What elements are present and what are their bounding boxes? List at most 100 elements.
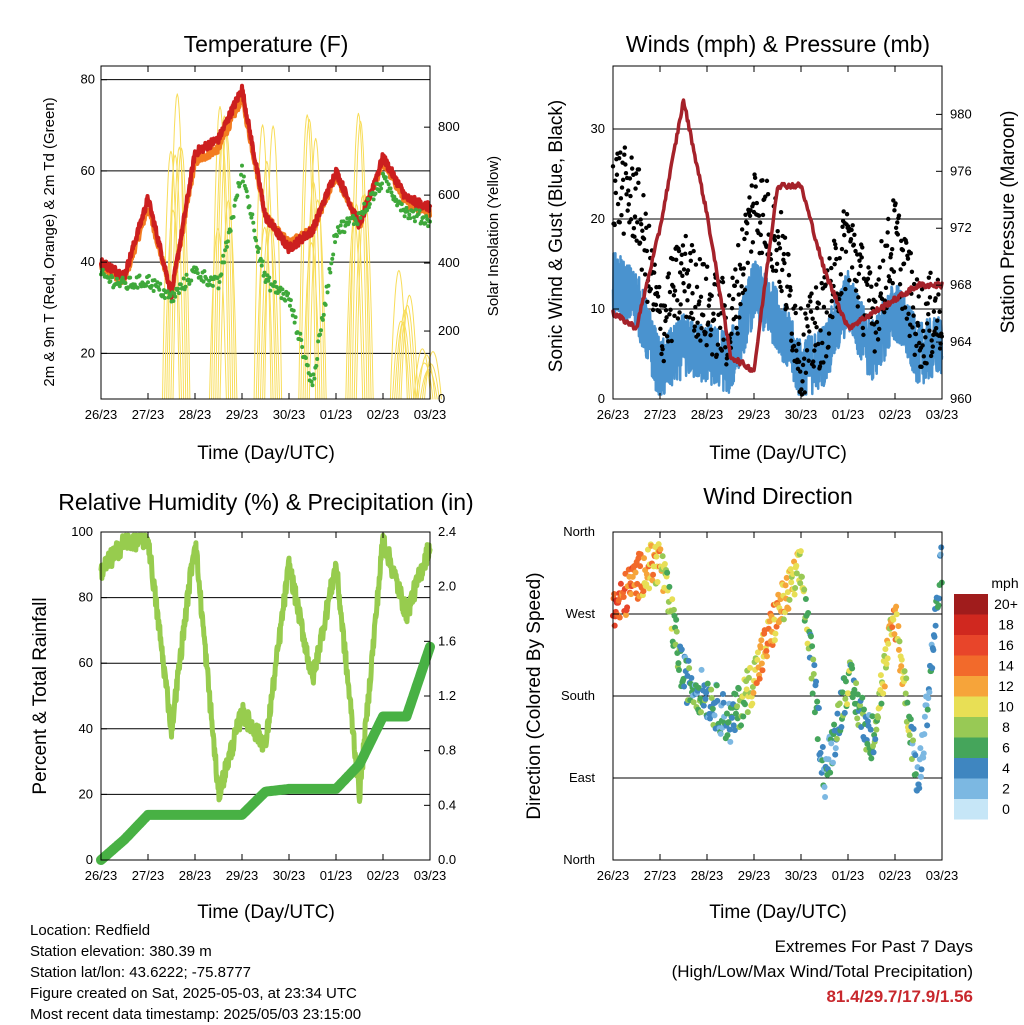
wind-direction-point xyxy=(757,644,764,651)
dewpoint-point xyxy=(327,266,332,271)
wind-direction-point xyxy=(921,731,928,738)
wind-direction-point xyxy=(851,686,858,693)
wind-direction-point xyxy=(873,726,880,733)
speed-legend-swatch xyxy=(954,614,988,635)
wind-gust-point xyxy=(685,298,690,303)
wind-direction-point xyxy=(924,722,931,729)
wind-direction-point xyxy=(815,705,822,712)
wind-direction-point xyxy=(673,616,680,623)
temperature-title: Temperature (F) xyxy=(184,31,349,57)
wind-direction-point xyxy=(890,616,897,623)
wind-direction-point xyxy=(611,590,618,597)
wind-gust-point xyxy=(798,369,803,374)
wind-gust-point xyxy=(860,245,865,250)
temperature-xtick-label: 27/23 xyxy=(132,407,165,422)
wind-gust-point xyxy=(848,237,854,242)
wind-direction-point xyxy=(686,665,693,672)
wind-ytick-label: 30 xyxy=(591,121,605,136)
speed-legend-swatch xyxy=(954,799,988,820)
dewpoint-point xyxy=(231,214,236,219)
dewpoint-point xyxy=(389,190,394,195)
wind-gust-point xyxy=(655,294,661,299)
dewpoint-point xyxy=(309,379,314,384)
temperature-xtick-label: 28/23 xyxy=(179,407,212,422)
wind-gust-point xyxy=(877,265,882,270)
wind-gust-point xyxy=(857,258,862,263)
wind-gust-point xyxy=(885,230,890,235)
humidity-ytick-label: 40 xyxy=(79,721,93,736)
dewpoint-point xyxy=(334,234,339,239)
wind-gust-point xyxy=(888,251,894,257)
wind-gust-point xyxy=(843,249,849,254)
dewpoint-point xyxy=(388,186,393,191)
wind-ytick-label: 20 xyxy=(591,211,605,226)
wind-gust-point xyxy=(614,172,620,177)
dewpoint-point xyxy=(411,209,416,214)
wind-gust-point xyxy=(753,184,758,189)
wind-gust-point xyxy=(679,252,685,258)
dewpoint-point xyxy=(314,363,319,368)
wind-gust-point xyxy=(805,324,810,329)
wind-gust-point xyxy=(672,288,678,293)
dewpoint-point xyxy=(260,259,265,264)
dewpoint-point xyxy=(215,276,220,281)
wind-gust-point xyxy=(935,318,940,323)
wind-gust-point xyxy=(660,346,665,352)
wind-gust-point xyxy=(829,298,835,304)
temperature-xtick-label: 03/23 xyxy=(414,407,447,422)
wind-direction-point xyxy=(938,544,945,551)
wind-gust-point xyxy=(924,361,929,366)
wind-gust-point xyxy=(733,314,739,320)
dewpoint-point xyxy=(311,372,316,377)
wind-direction-point xyxy=(932,622,939,629)
wind-direction-point xyxy=(867,726,874,733)
wind-gust-point xyxy=(758,232,763,238)
dewpoint-point xyxy=(316,339,321,344)
solar-insolation-trace xyxy=(419,369,438,400)
wind-gust-point xyxy=(832,261,837,267)
wind-direction-point xyxy=(885,640,892,647)
wind-gust-point xyxy=(930,344,935,349)
wind-direction-point xyxy=(929,664,936,671)
wind-gust-point xyxy=(701,313,706,318)
winds-ylabel-left: Sonic Wind & Gust (Blue, Black) xyxy=(546,100,567,372)
dewpoint-point xyxy=(426,224,431,229)
wind-direction-point xyxy=(622,612,629,619)
wind-gust-point xyxy=(778,284,783,290)
wind-direction-point xyxy=(906,732,913,739)
dewpoint-point xyxy=(423,221,428,226)
wind-gust-point xyxy=(698,294,704,300)
wind-gust-point xyxy=(874,319,880,325)
wind-direction-point xyxy=(884,655,891,662)
wind-gust-point xyxy=(664,315,669,320)
wind-gust-point xyxy=(838,272,844,277)
wind-direction-point xyxy=(807,633,814,640)
dewpoint-point xyxy=(325,290,330,295)
station-location: Location: Redfield xyxy=(30,922,151,939)
wind-direction-point xyxy=(745,674,752,681)
wind-gust-point xyxy=(618,150,623,155)
wind-gust-point xyxy=(931,332,936,338)
wind-gust-point xyxy=(720,279,726,285)
wind-gust-point xyxy=(745,260,750,266)
wind-direction-point xyxy=(731,727,738,734)
wind-gust-point xyxy=(853,248,858,254)
wind-direction-point xyxy=(749,684,756,691)
precip-ytick-label: 1.6 xyxy=(438,633,456,648)
temperature-xlabel: Time (Day/UTC) xyxy=(197,443,335,464)
wind-gust-point xyxy=(645,299,650,304)
winds-xtick-label: 02/23 xyxy=(879,407,912,422)
temperature-xtick-label: 30/23 xyxy=(273,407,306,422)
wind-gust-point xyxy=(688,250,693,256)
wind-gust-point xyxy=(680,273,685,278)
wind-gust-point xyxy=(827,256,832,261)
winds-ylabel-right: Station Pressure (Maroon) xyxy=(998,111,1019,334)
wind-gust-point xyxy=(781,251,787,257)
dewpoint-point xyxy=(178,282,183,287)
temperature-ytick-label: 20 xyxy=(81,345,95,360)
wind-gust-point xyxy=(779,288,784,294)
wind-direction-point xyxy=(782,582,789,589)
extremes-subheading: (High/Low/Max Wind/Total Precipitation) xyxy=(671,962,973,981)
wind-gust-point xyxy=(679,261,684,266)
temp-9m-line xyxy=(99,92,432,298)
